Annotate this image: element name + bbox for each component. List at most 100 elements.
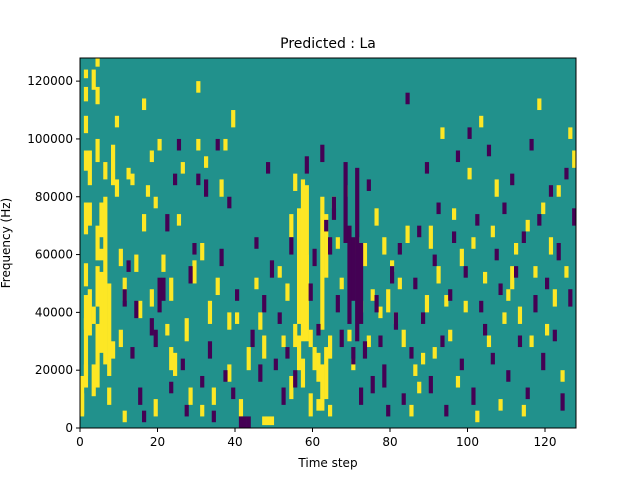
heatmap-cell-high: [320, 364, 325, 411]
heatmap-cell-high: [390, 260, 395, 272]
heatmap-cell-high: [149, 150, 154, 163]
heatmap-cell-low: [506, 370, 511, 382]
heatmap-cell-high: [223, 138, 228, 151]
heatmap-cell-high: [200, 243, 205, 261]
heatmap-cell-high: [196, 81, 201, 93]
heatmap-cell-high: [316, 399, 321, 411]
heatmap-cell-low: [471, 387, 476, 405]
heatmap-cell-high: [215, 277, 220, 296]
heatmap-cell-low: [545, 277, 550, 290]
heatmap-cell-high: [455, 375, 461, 388]
heatmap-cell-high: [339, 277, 344, 290]
heatmap-cell-low: [269, 260, 275, 278]
x-tick-label: 20: [150, 435, 165, 449]
heatmap-cell-high: [176, 214, 182, 226]
heatmap-cell-high: [545, 323, 550, 336]
heatmap-cell-high: [568, 127, 573, 139]
heatmap-cell-low: [428, 375, 433, 394]
heatmap-cell-high: [161, 254, 166, 272]
heatmap-cell-high: [347, 329, 352, 342]
heatmap-cell-high: [91, 306, 96, 324]
heatmap-cell-low: [552, 329, 557, 342]
heatmap-cell-high: [490, 225, 495, 238]
heatmap-cell-high: [204, 156, 209, 168]
heatmap-cell-high: [328, 404, 333, 417]
heatmap-cell-high: [83, 150, 89, 171]
heatmap-cell-high: [269, 416, 275, 426]
heatmap-cell-high: [401, 329, 406, 348]
heatmap-cell-low: [521, 231, 526, 243]
heatmap-cell-low: [421, 312, 426, 324]
heatmap-cell-low: [413, 277, 418, 290]
heatmap-cell-low: [560, 393, 565, 411]
heatmap-cell-high: [238, 399, 244, 417]
heatmap-cell-high: [153, 399, 158, 417]
heatmap-cell-high: [405, 225, 410, 243]
heatmap-cell-high: [235, 312, 240, 324]
heatmap-cell-low: [448, 289, 453, 301]
heatmap-cell-low: [188, 266, 193, 284]
heatmap-cell-high: [300, 358, 306, 388]
heatmap-cell-low: [250, 329, 255, 348]
plot-frame: [79, 57, 577, 429]
heatmap-cell-high: [533, 266, 538, 278]
heatmap-cell-high: [510, 266, 515, 290]
heatmap-cell-high: [196, 138, 201, 151]
heatmap-cell-low: [289, 237, 294, 255]
heatmap-cell-high: [114, 179, 120, 197]
heatmap-cell-low: [169, 381, 174, 394]
heatmap-cell-high: [281, 335, 286, 348]
y-axis: 0 20000 40000 60000 80000 100000 120000: [27, 74, 80, 435]
heatmap-cell-low: [254, 237, 259, 249]
heatmap-cell-low: [502, 202, 507, 215]
heatmap-cell-low: [541, 352, 546, 371]
heatmap-cell-high: [572, 150, 577, 168]
heatmap-cell-low: [459, 358, 464, 371]
heatmap-cell-low: [347, 225, 352, 324]
heatmap-cell-high: [99, 202, 104, 238]
heatmap-cell-high: [266, 416, 271, 426]
heatmap-cell-high: [211, 387, 216, 405]
heatmap-cell-high: [397, 277, 402, 290]
heatmap-cell-high: [436, 266, 441, 284]
heatmap-cell-low: [238, 416, 244, 428]
heatmap-cell-high: [145, 185, 151, 197]
heatmap-cell-high: [83, 69, 89, 79]
heatmap-cell-high: [316, 352, 321, 382]
heatmap-cell-low: [572, 208, 577, 226]
heatmap-cell-high: [118, 248, 123, 267]
heatmap-cell-high: [529, 335, 534, 348]
heatmap-cell-low: [494, 248, 499, 261]
heatmap-cell-high: [111, 144, 116, 186]
heatmap-cell-low: [219, 248, 224, 267]
heatmap-cell-high: [95, 86, 100, 105]
heatmap-cell-high: [440, 127, 445, 139]
heatmap-cell-low: [273, 358, 278, 371]
heatmap-cell-high: [475, 410, 480, 423]
heatmap-cell-low: [397, 243, 402, 255]
heatmap-cell-low: [556, 243, 561, 261]
heatmap-cell-high: [111, 341, 116, 359]
heatmap-cell-low: [215, 138, 220, 151]
heatmap-cell-low: [130, 347, 135, 359]
heatmap-cell-high: [537, 98, 542, 111]
heatmap-cell-low: [258, 364, 263, 382]
heatmap-cell-high: [502, 312, 507, 324]
heatmap-cell-high: [467, 167, 472, 180]
heatmap-cell-low: [382, 364, 387, 388]
heatmap-cell-high: [95, 225, 100, 261]
heatmap-cell-high: [134, 254, 139, 272]
heatmap-cell-low: [514, 266, 519, 278]
heatmap-cell-high: [103, 196, 108, 365]
heatmap-cell-high: [417, 381, 422, 394]
heatmap-cell-high: [99, 271, 104, 353]
heatmap-cell-high: [83, 263, 89, 287]
heatmap-cell-high: [556, 185, 561, 197]
heatmap-cell-high: [107, 387, 112, 405]
heatmap-cell-low: [409, 347, 414, 359]
heatmap-cell-high: [153, 196, 158, 209]
y-tick-label: 0: [65, 421, 73, 435]
heatmap-cell-high: [362, 243, 368, 267]
heatmap-cell-high: [91, 364, 96, 397]
